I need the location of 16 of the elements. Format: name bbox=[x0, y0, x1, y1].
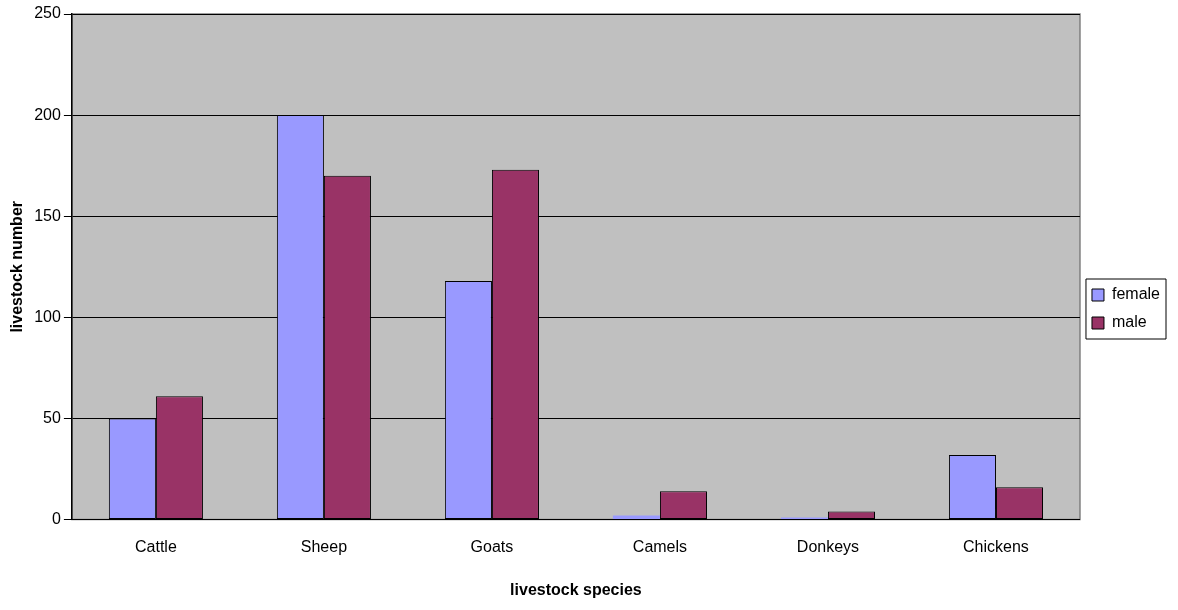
x-tick-label: Camels bbox=[632, 537, 688, 555]
y-tick-label: 200 bbox=[34, 105, 61, 123]
y-tick-label: 250 bbox=[34, 4, 61, 22]
x-tick-label: Sheep bbox=[300, 537, 348, 555]
y-tick-label: 0 bbox=[51, 510, 61, 528]
y-axis-title: livestock number bbox=[8, 201, 26, 333]
legend-label: female bbox=[1111, 285, 1161, 303]
x-axis-title: livestock species bbox=[510, 580, 642, 598]
x-tick-label: Donkeys bbox=[796, 537, 860, 555]
y-tick-label: 150 bbox=[34, 206, 61, 224]
x-tick-label: Cattle bbox=[135, 537, 177, 555]
y-tick-label: 100 bbox=[34, 307, 61, 325]
x-tick-label: Chickens bbox=[963, 537, 1029, 555]
y-tick-label: 50 bbox=[43, 408, 61, 426]
legend-label: male bbox=[1111, 313, 1147, 331]
x-tick-label: Goats bbox=[470, 537, 514, 555]
